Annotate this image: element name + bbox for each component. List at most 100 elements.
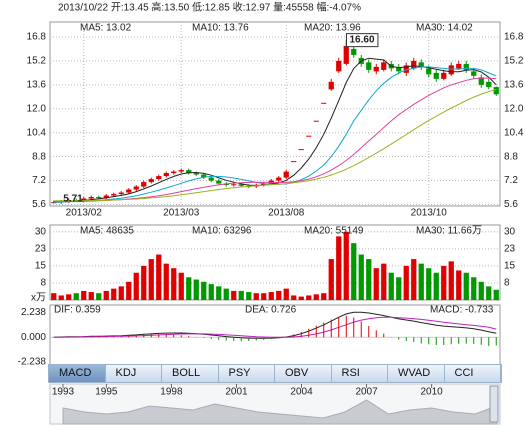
- quote-header: 2013/10/22 开:13.45 高:13.50 低:12.85 收:12.…: [58, 1, 361, 14]
- y-tick-label-right: 16.8: [504, 32, 524, 43]
- volume-bar: [88, 292, 94, 300]
- candle-body: [178, 170, 184, 172]
- volume-bar: [58, 295, 64, 300]
- panel-frame: [49, 21, 501, 207]
- indicator-tab[interactable]: RSI: [332, 365, 388, 382]
- candle-body: [396, 66, 402, 72]
- macd-legend: DIF: 0.359: [54, 305, 101, 316]
- y-tick-label: 5.6: [32, 199, 46, 210]
- candle-body: [493, 87, 499, 95]
- candle-body: [156, 176, 162, 180]
- indicator-tab[interactable]: OBV: [275, 365, 332, 382]
- candle-body: [261, 183, 267, 186]
- navigator-area: [62, 399, 498, 425]
- volume-bar: [411, 259, 417, 300]
- volume-bar: [111, 288, 117, 300]
- candle-body: [298, 149, 304, 151]
- volume-bar: [246, 292, 252, 300]
- volume-bar: [216, 286, 222, 300]
- volume-bar: [441, 265, 447, 300]
- volume-unit: x万: [31, 293, 46, 304]
- volume-bar: [471, 277, 477, 300]
- volume-bar: [51, 293, 57, 300]
- candle-body: [216, 180, 222, 184]
- volume-bar: [433, 272, 439, 300]
- volume-bar: [133, 272, 139, 300]
- volume-bar: [418, 263, 424, 300]
- volume-bar: [276, 290, 282, 300]
- candle-body: [351, 48, 357, 55]
- candle-body: [403, 65, 409, 73]
- candle-body: [103, 195, 109, 198]
- candle-body: [433, 72, 439, 79]
- volume-bar: [261, 293, 267, 300]
- legend-entry: MA10: 13.76: [192, 23, 249, 34]
- candle-body: [96, 197, 102, 199]
- volume-bar: [208, 284, 214, 300]
- candle-body: [291, 161, 297, 163]
- indicator-tab[interactable]: BOLL: [162, 365, 219, 382]
- candle-body: [478, 77, 484, 85]
- volume-bar: [253, 293, 259, 300]
- volume-bar: [403, 265, 409, 300]
- candle-body: [321, 102, 327, 104]
- candle-body: [193, 173, 199, 175]
- candle-body: [381, 62, 387, 70]
- y-tick-label-right: 10.4: [504, 127, 524, 138]
- candle-body: [306, 135, 312, 137]
- candle-body: [141, 182, 147, 187]
- macd-line: [53, 311, 497, 339]
- y-tick-label-right: 7.2: [504, 175, 518, 186]
- annotation-low: 5.71: [63, 194, 83, 205]
- volume-bar: [463, 272, 469, 300]
- y-tick-label: 16.8: [27, 32, 47, 43]
- navigator-year: 1995: [95, 387, 118, 398]
- y-tick-label-right: 23: [504, 244, 516, 255]
- volume-bar: [141, 265, 147, 300]
- volume-legend: MA5: 48635: [80, 226, 134, 237]
- y-tick-label: 7.2: [32, 175, 46, 186]
- x-tick-label: 2013/10: [411, 208, 448, 219]
- volume-bar: [321, 293, 327, 300]
- indicator-tab[interactable]: KDJ: [106, 365, 162, 382]
- candle-body: [411, 60, 417, 69]
- volume-bar: [291, 295, 297, 300]
- volume-bar: [328, 259, 334, 300]
- y-tick-label-right: 12.0: [504, 103, 524, 114]
- candle-body: [171, 171, 177, 174]
- volume-bar: [351, 243, 357, 300]
- y-tick-label-right: 13.6: [504, 79, 524, 90]
- ma-line: [53, 77, 497, 202]
- candle-body: [343, 45, 349, 64]
- indicator-tab[interactable]: WVAD: [388, 365, 445, 382]
- legend-entry: MA20: 13.96: [304, 23, 361, 34]
- volume-bar: [336, 236, 342, 300]
- y-tick-label: 13.6: [27, 79, 47, 90]
- volume-bar: [231, 290, 237, 300]
- y-tick-label-right: 15: [504, 261, 516, 272]
- volume-legend: MA30: 11.66万: [416, 226, 482, 237]
- candle-body: [208, 177, 214, 181]
- y-tick-label: 12.0: [27, 103, 47, 114]
- indicator-tab[interactable]: CCI: [445, 365, 501, 382]
- macd-line: [53, 316, 497, 338]
- candle-body: [441, 72, 447, 79]
- volume-bar: [163, 263, 169, 300]
- volume-bar: [381, 263, 387, 300]
- volume-legend: MA10: 63296: [192, 226, 252, 237]
- indicator-tab[interactable]: MACD: [49, 365, 106, 382]
- y-tick-label: 30: [35, 226, 47, 237]
- y-tick-label: 10.4: [27, 127, 47, 138]
- candle-body: [486, 81, 492, 88]
- candle-body: [471, 71, 477, 76]
- volume-bar: [96, 293, 102, 300]
- candle-body: [448, 65, 454, 75]
- y-tick-label: 0.000: [21, 332, 46, 343]
- volume-bar: [118, 286, 124, 300]
- indicator-tab[interactable]: PSY: [219, 365, 275, 382]
- panel-frame: [49, 224, 501, 301]
- scroll-handle[interactable]: [489, 385, 499, 423]
- candle-body: [456, 63, 462, 69]
- y-tick-label: 15.2: [27, 56, 47, 67]
- volume-bar: [268, 292, 274, 300]
